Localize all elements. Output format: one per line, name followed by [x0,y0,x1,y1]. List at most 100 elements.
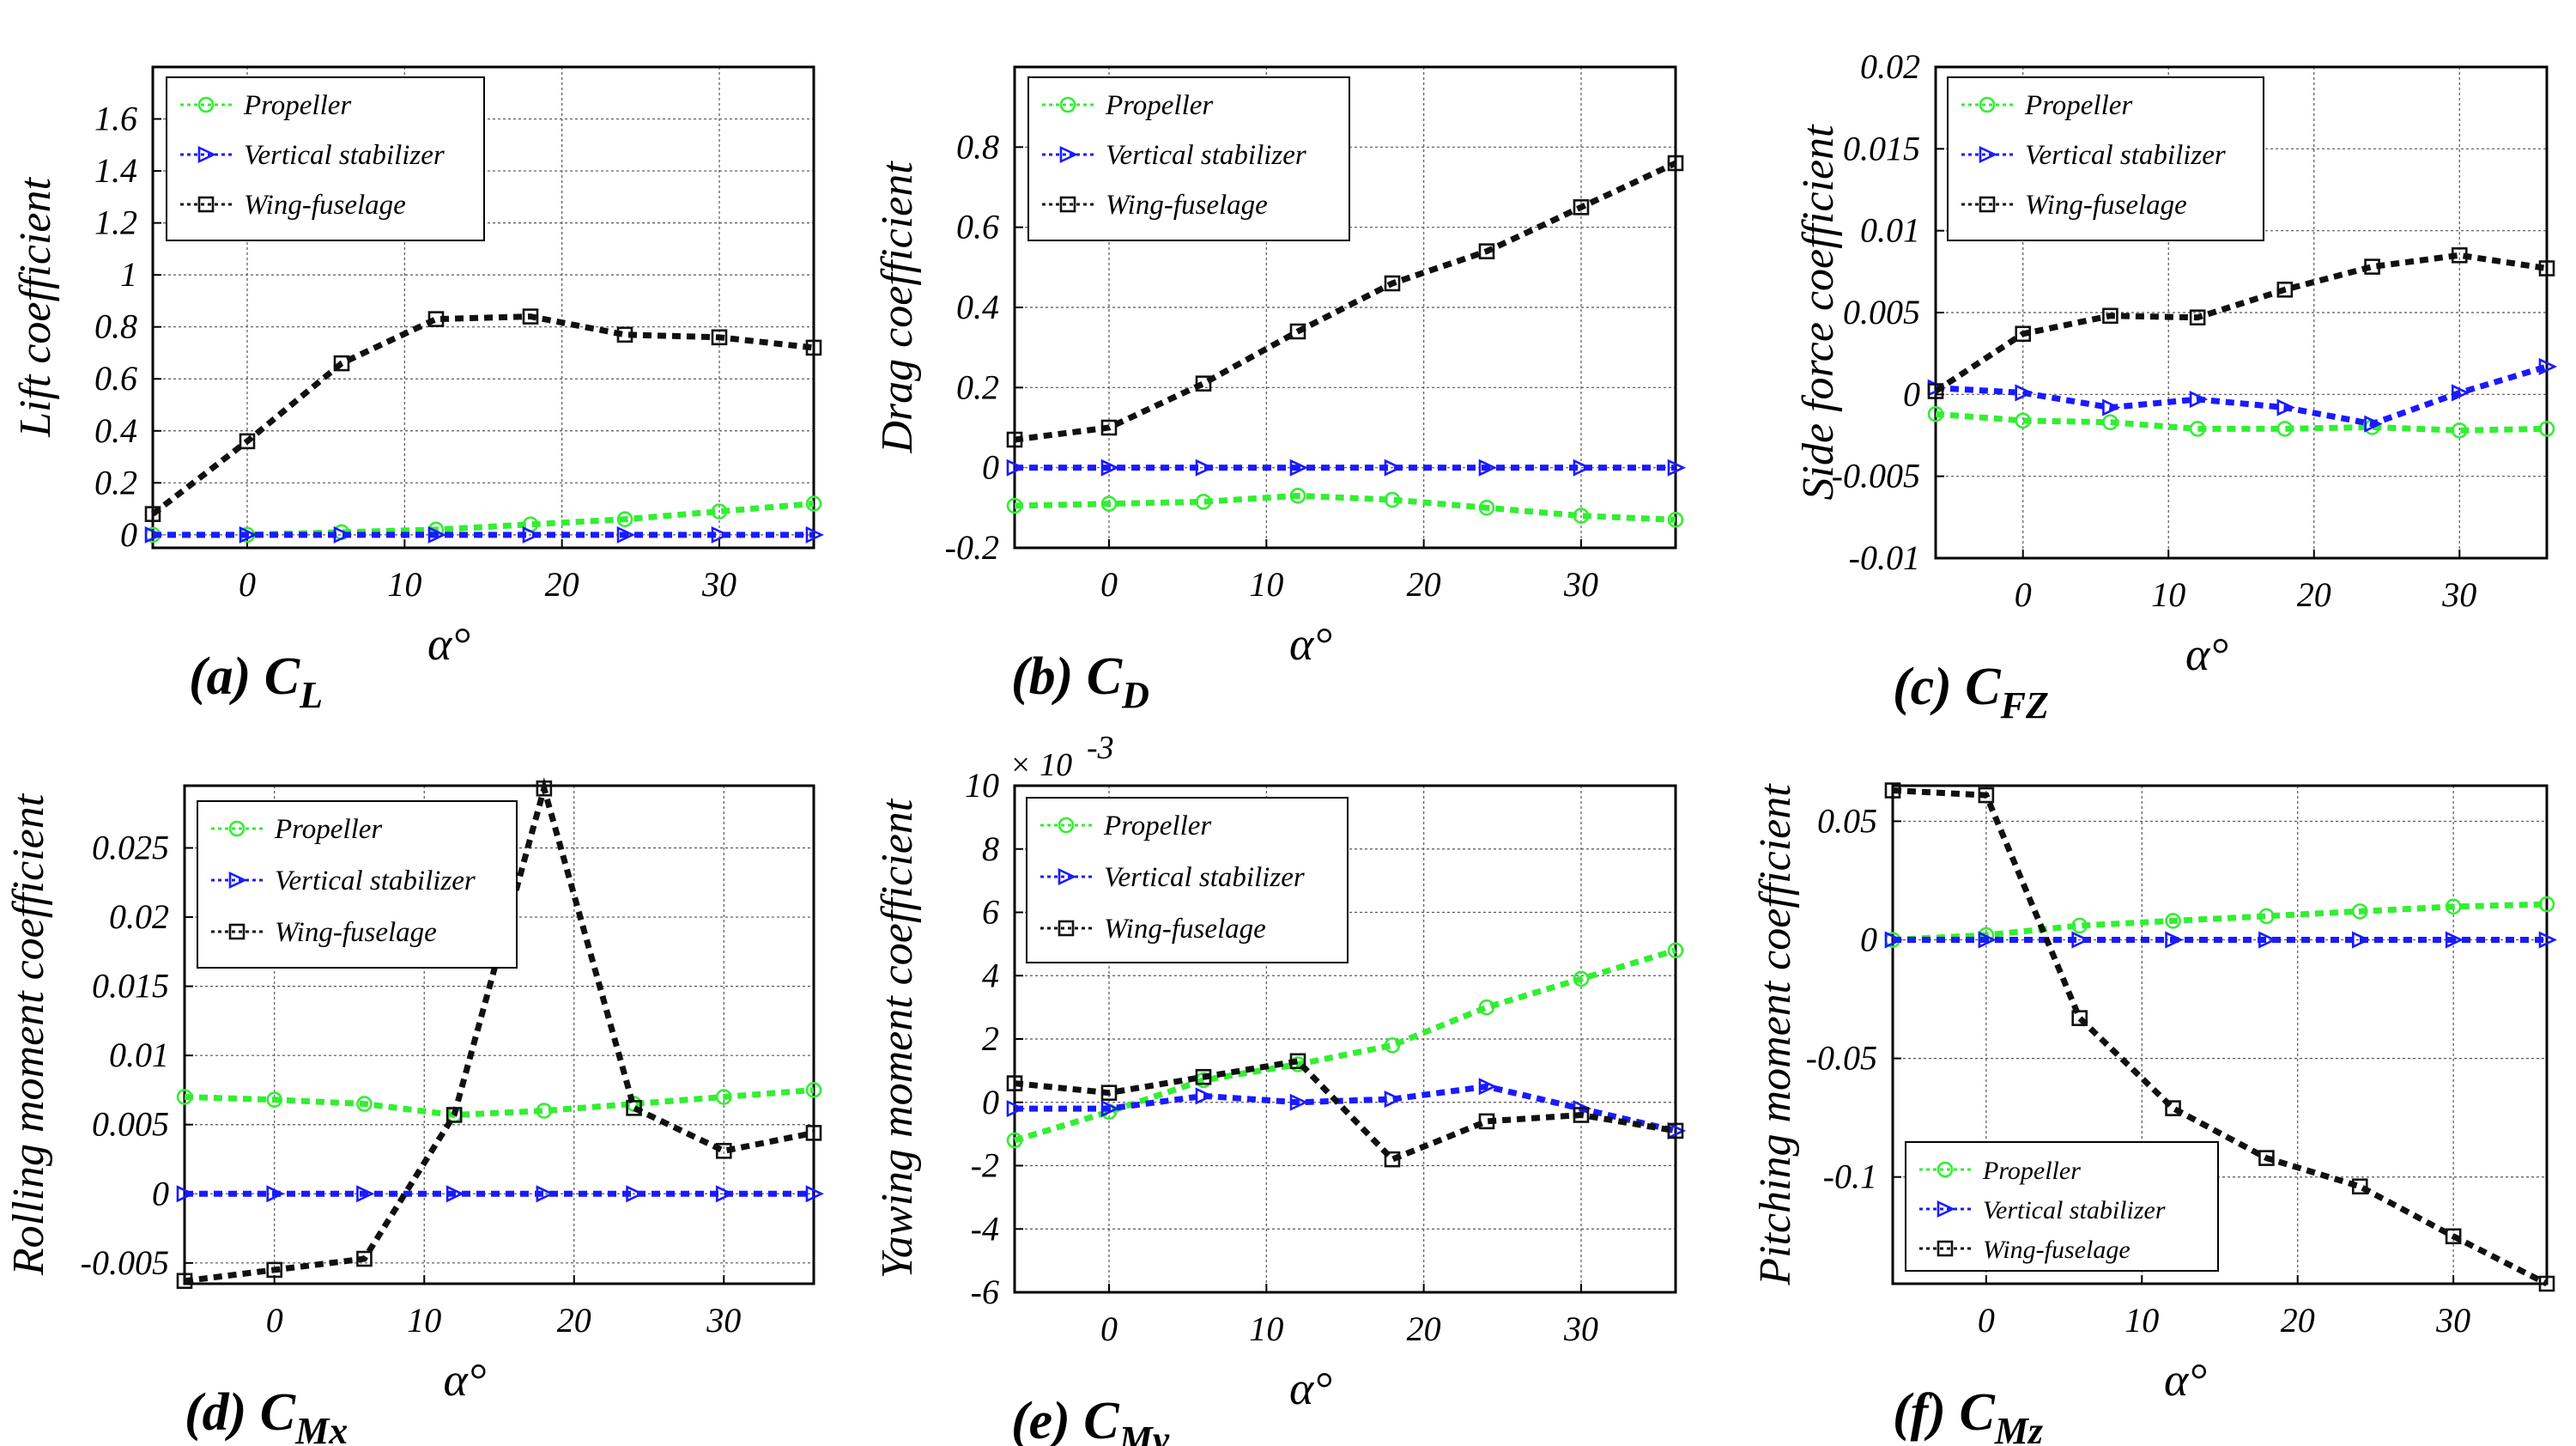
data-point [144,506,161,522]
data-point [805,1185,824,1203]
y-tick-label: 0.6 [94,359,137,398]
data-point [266,1261,283,1279]
data-point [522,526,542,544]
legend-label: Vertical stabilizer [1104,862,1305,893]
chart-panel-b: 0 10 20 30 -0.2 0 0.2 0.4 0.6 0.8 Propeller Vertica… [873,65,1686,716]
data-point [1006,1100,1026,1118]
data-point [2364,258,2380,275]
y-axis-label-group: Lift coefficient [11,177,60,438]
panel-caption-prefix: (c) C [1893,658,2001,716]
legend-swatch-marker [1059,145,1079,164]
x-tick-label: 30 [2441,575,2476,614]
data-point [1384,491,1401,508]
data-point [805,1125,822,1141]
legend-label: Wing-fuselage [1106,190,1268,221]
panel-caption-prefix: (a) C [189,647,300,706]
legend-label: Vertical stabilizer [275,866,476,896]
chart-panel-a: 0 10 20 30 0 0.2 0.4 0.6 0.8 1 1.2 1.4 1.6 Propeller V… [11,65,824,716]
data-point [805,1082,822,1098]
y-axis-label-group: Yawing moment coefficient [873,798,922,1279]
data-point [1384,459,1403,477]
data-point [2276,282,2294,298]
series-vertical-stabilizer [176,1185,824,1203]
legend-box [166,76,485,241]
y-tick-label: 0 [1860,920,1877,959]
legend-box [197,800,518,969]
legend-box [1947,76,2264,241]
series-wing-fuselage [144,308,822,522]
panel-caption: (a) CL [189,647,323,716]
data-point [2451,246,2468,264]
data-point [1667,155,1684,172]
legend-box [1905,1141,2219,1272]
data-point [2538,896,2555,913]
legend-swatch-marker [228,923,245,940]
data-point [1289,1053,1306,1070]
data-point [711,503,728,519]
data-point [2189,309,2206,326]
y-tick-label: 1.2 [94,204,137,242]
data-point [715,1185,735,1203]
data-point [445,1107,463,1123]
data-point [2538,260,2555,276]
data-point [1667,1122,1684,1139]
series-wing-fuselage [176,777,822,1290]
data-point [266,1091,283,1109]
data-point [2276,421,2294,437]
data-point [176,1273,193,1290]
data-point [333,355,350,372]
x-tick-label: 0 [1100,565,1118,604]
data-point [2445,931,2464,949]
y-tick-label: 6 [982,893,999,932]
plot-frame [1013,65,1677,550]
data-point [2451,422,2468,439]
legend-label: Vertical stabilizer [1106,140,1306,171]
plot-frame [1934,65,2549,560]
panel-caption: (b) CD [1011,647,1149,716]
data-point [1884,931,1904,949]
y-tick-label: 0.025 [92,829,169,867]
data-point [1006,459,1026,477]
y-tick-label: -0.005 [1832,457,1920,495]
plot-frame [151,65,815,550]
data-point [1478,1113,1495,1130]
axis-multiplier: × 10 [1009,747,1072,783]
data-point [2102,307,2118,325]
y-tick-label: 10 [965,766,999,805]
data-point [176,1089,193,1105]
y-axis-label: Drag coefficient [873,161,922,454]
series-line [184,777,815,1285]
data-point [1573,459,1592,477]
legend-swatch-marker [1937,1200,1956,1218]
legend-swatch-marker [1979,96,1996,113]
y-axis-label-group: Pitching moment coefficient [1751,783,1800,1286]
panel-caption-subscript: Mx [294,1410,348,1446]
data-point [1667,512,1684,528]
data-point [1667,459,1686,477]
data-point [427,311,445,327]
series-line [1015,1083,1676,1134]
data-point [1384,275,1401,292]
panel-caption-subscript: Mz [1994,1410,2043,1446]
y-tick-label: 0.8 [94,307,137,346]
panel-caption: (e) CMy [1011,1392,1170,1446]
legend: Propeller Vertical stabilizer Wing-fuselag… [1905,1141,2219,1272]
y-axis-label: Side force coefficient [1794,124,1843,501]
data-point [1384,1037,1401,1054]
y-tick-label: -2 [971,1146,999,1185]
data-point [2258,1150,2275,1166]
y-tick-label: 0 [982,448,999,487]
data-point [2538,931,2557,949]
data-point [805,526,824,544]
data-point [2189,391,2209,409]
y-tick-label: 0.015 [1843,129,1920,167]
legend-swatch-marker [1937,1161,1954,1178]
data-point [1195,494,1212,510]
data-point [1100,1100,1120,1118]
legend: Propeller Vertical stabilizer Wing-fuselag… [1027,76,1350,241]
plot-frame [1013,784,1677,1294]
y-tick-label: 0.01 [109,1036,169,1074]
data-point [2351,931,2371,949]
y-tick-label: 0 [120,515,137,554]
